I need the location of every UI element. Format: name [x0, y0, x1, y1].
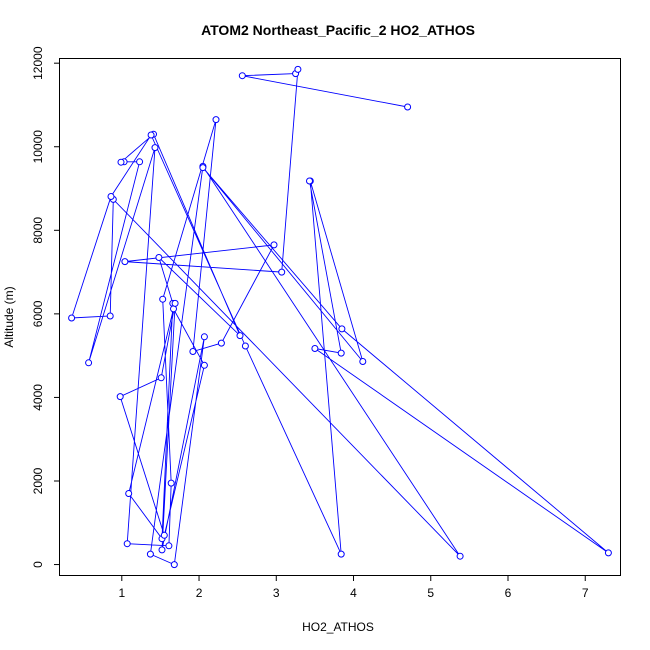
x-tick-label: 1	[118, 586, 125, 600]
chart-title: ATOM2 Northeast_Pacific_2 HO2_ATHOS	[201, 22, 475, 38]
x-tick-label: 2	[196, 586, 203, 600]
data-point	[146, 550, 154, 558]
x-tick-label: 6	[505, 586, 512, 600]
data-point	[306, 177, 313, 185]
plot-area	[68, 65, 612, 569]
x-axis: 1 2 3 4 5 6 7	[118, 575, 589, 600]
data-point	[170, 561, 178, 569]
data-point	[106, 312, 114, 320]
data-point	[337, 349, 345, 357]
data-point	[158, 546, 166, 554]
data-point	[199, 164, 207, 172]
data-point	[116, 393, 124, 401]
x-tick-label: 3	[273, 586, 280, 600]
y-axis: 0 2000 4000 6000 8000 10000 12000	[31, 46, 60, 568]
y-tick-label: 6000	[31, 300, 45, 327]
data-point	[123, 540, 131, 548]
x-tick-label: 5	[427, 586, 434, 600]
data-point	[337, 550, 345, 558]
x-tick-label: 7	[582, 586, 589, 600]
data-point	[121, 258, 129, 266]
data-point	[155, 254, 163, 261]
data-point	[278, 268, 286, 276]
data-point	[294, 65, 302, 73]
data-point	[136, 158, 144, 166]
data-point	[167, 479, 175, 487]
y-tick-label: 10000	[31, 130, 45, 164]
data-point	[404, 103, 412, 111]
data-point	[359, 358, 367, 365]
data-point	[85, 359, 93, 367]
data-point	[189, 348, 197, 355]
data-point	[159, 295, 167, 303]
y-tick-label: 2000	[31, 467, 45, 494]
data-point	[151, 144, 159, 152]
data-point	[236, 332, 244, 340]
data-point	[165, 542, 173, 550]
data-point	[238, 72, 246, 80]
data-point	[107, 193, 115, 200]
data-point	[456, 552, 464, 560]
data-point	[604, 549, 612, 557]
data-point	[160, 531, 168, 539]
data-point	[125, 490, 133, 497]
data-point	[200, 361, 208, 369]
data-point	[117, 158, 125, 166]
data-point	[217, 339, 225, 347]
y-tick-label: 12000	[31, 46, 45, 80]
data-point	[68, 314, 76, 322]
series-line	[70, 69, 609, 566]
y-tick-label: 0	[31, 561, 45, 568]
x-axis-label: HO2_ATHOS	[302, 620, 374, 634]
data-point	[171, 299, 179, 307]
plot-frame	[59, 58, 621, 576]
data-point	[157, 374, 165, 382]
y-axis-label: Altitude (m)	[2, 286, 16, 347]
x-tick-label: 4	[350, 586, 357, 600]
data-point	[311, 345, 319, 352]
data-point	[200, 333, 208, 341]
y-tick-label: 8000	[31, 217, 45, 244]
data-point	[212, 116, 220, 124]
data-point	[241, 342, 249, 350]
data-point	[147, 131, 155, 139]
data-point	[270, 241, 278, 249]
y-tick-label: 4000	[31, 384, 45, 411]
data-point	[338, 325, 346, 333]
